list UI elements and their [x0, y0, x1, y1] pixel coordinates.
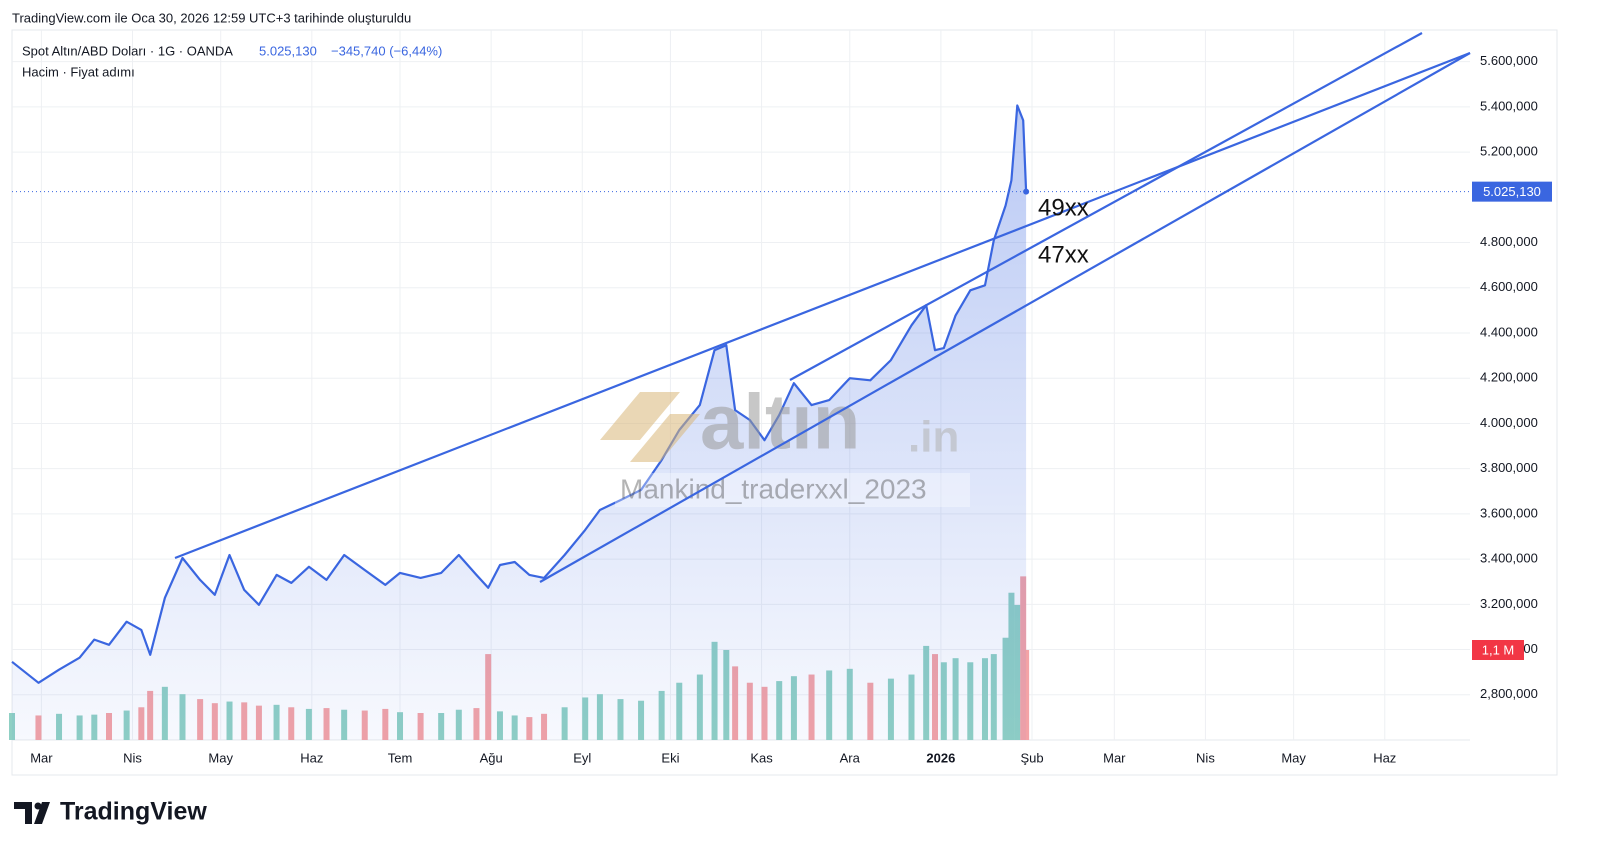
watermark-suffix: .in: [908, 413, 959, 462]
subtitle: Hacim · Fiyat adımı: [22, 64, 135, 79]
y-tick-label: 3.800,000: [1480, 460, 1538, 475]
chart-frame: [11, 29, 1558, 776]
trend-line: [789, 32, 1423, 381]
y-tick-label: 2,800,000: [1480, 686, 1538, 701]
brand-icon-dot: [34, 802, 42, 810]
x-tick-label: Ara: [840, 750, 861, 765]
x-tick-label: 2026: [926, 750, 955, 765]
created-note: TradingView.com ile Oca 30, 2026 12:59 U…: [12, 10, 411, 25]
x-tick-label: May: [208, 750, 233, 765]
price-area: [12, 105, 1027, 740]
x-tick-label: Eki: [661, 750, 679, 765]
symbol-title: Spot Altın/ABD Doları · 1G · OANDA: [22, 43, 233, 58]
price-line: [11, 104, 1028, 684]
y-tick-label: 4.400,000: [1480, 324, 1538, 339]
y-tick-label: 3.200,000: [1480, 596, 1538, 611]
watermark-author: Mankind_traderxxl_2023: [620, 473, 927, 504]
y-tick-label: 4.800,000: [1480, 234, 1538, 249]
x-tick-label: Şub: [1020, 750, 1043, 765]
x-tick-label: Nis: [1196, 750, 1215, 765]
plot: [11, 104, 1470, 740]
volume-label: 1,1 M: [1482, 642, 1515, 657]
change-text: −345,740 (−6,44%): [331, 43, 442, 58]
axis-labels: 2,800,0003.000,0003.200,0003.400,0003.60…: [30, 53, 1552, 765]
annotation: 49xx: [1038, 194, 1089, 221]
y-tick-label: 4.600,000: [1480, 279, 1538, 294]
brand: TradingView: [14, 798, 207, 826]
x-tick-label: Mar: [30, 750, 53, 765]
x-tick-label: Tem: [388, 750, 413, 765]
x-tick-label: May: [1281, 750, 1306, 765]
y-tick-label: 5.200,000: [1480, 144, 1538, 159]
y-tick-label: 5.600,000: [1480, 53, 1538, 68]
watermark-logo: altın: [700, 378, 860, 466]
x-tick-label: Haz: [300, 750, 323, 765]
watermark: altın .in Mankind_traderxxl_2023: [600, 378, 970, 507]
last-price-dot: [1023, 188, 1030, 195]
annotation: 47xx: [1038, 241, 1089, 268]
x-tick-label: Ağu: [480, 750, 503, 765]
trend-lines: [174, 32, 1471, 583]
brand-name: TradingView: [60, 798, 207, 826]
x-tick-label: Mar: [1103, 750, 1126, 765]
y-tick-label: 5.400,000: [1480, 98, 1538, 113]
y-tick-label: 4.000,000: [1480, 415, 1538, 430]
x-tick-label: Haz: [1373, 750, 1396, 765]
y-tick-label: 3.600,000: [1480, 505, 1538, 520]
price-text: 5.025,130: [259, 43, 317, 58]
last-price-label: 5.025,130: [1483, 184, 1541, 199]
volume-label-box: [1472, 640, 1524, 660]
watermark-box: [615, 473, 970, 507]
trend-line: [539, 52, 1471, 583]
x-tick-label: Nis: [123, 750, 142, 765]
y-tick-label: 3.400,000: [1480, 551, 1538, 566]
volume-bar: [1023, 650, 1030, 740]
trend-line: [174, 51, 1471, 560]
x-tick-label: Kas: [750, 750, 773, 765]
x-tick-label: Eyl: [573, 750, 591, 765]
watermark-icon: [600, 392, 700, 462]
y-tick-label: 4.200,000: [1480, 370, 1538, 385]
last-price-box: [1472, 181, 1552, 202]
